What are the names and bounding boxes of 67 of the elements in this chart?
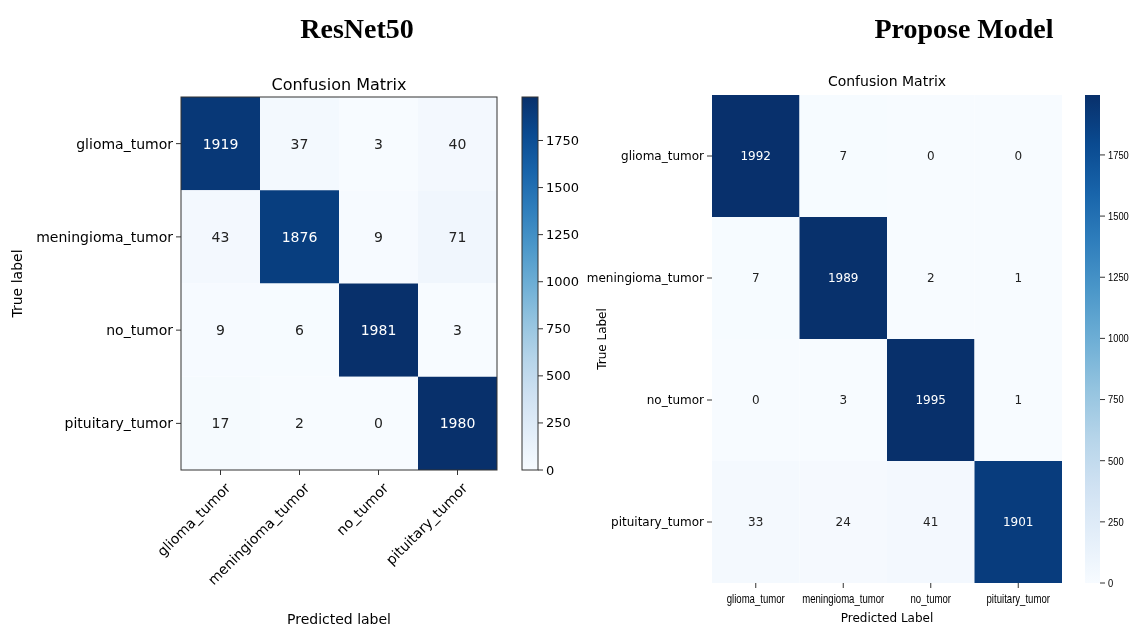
y-tick-label: meningioma_tumor [586,271,705,286]
color-bar-label: 750 [1108,393,1124,406]
data-label: 40 [448,135,467,152]
color-bar-label: 1250 [1108,271,1130,284]
data-label: 2 [295,415,304,432]
data-label: 6 [295,322,305,339]
data-label: 1919 [202,135,239,152]
data-label: 7 [839,149,848,164]
x-tick-label: pituitary_tumor [986,591,1051,606]
x-axis-title: Predicted label [286,611,392,627]
x-tick-label: no_tumor [910,591,952,606]
data-label: 0 [374,415,383,432]
data-label: 43 [211,228,230,245]
color-bar-label: 0 [1108,577,1114,590]
data-label: 1992 [740,149,772,164]
data-label: 37 [290,135,309,152]
y-axis-title: True label [9,249,25,319]
data-label: 9 [374,228,383,245]
data-label: 41 [923,515,939,530]
color-bar-label: 500 [546,368,571,384]
x-tick-label: glioma_tumor [726,591,786,606]
color-bar-label: 1500 [1108,210,1130,223]
color-bar-label: 1750 [1108,149,1130,161]
data-label: 2 [926,271,935,286]
data-label: 1901 [1002,515,1034,530]
data-label: 1981 [360,322,397,339]
chart-title: Propose Model [874,13,1054,44]
color-bar-label: 1500 [546,180,580,196]
data-label: 3 [453,322,462,339]
y-tick-label: glioma_tumor [76,135,174,152]
data-label: 71 [448,228,467,245]
color-bar-label: 500 [1108,454,1124,467]
chart-title: ResNet50 [300,13,414,44]
color-bar-label: 1000 [546,274,580,290]
data-label: 1 [1014,271,1023,286]
data-label: 0 [926,149,935,164]
data-label: 0 [751,393,760,408]
data-label: 1980 [439,415,476,432]
y-axis-title: True Label [595,308,609,371]
color-bar-label: 750 [546,321,571,337]
y-tick-label: no_tumor [106,322,174,339]
data-label: 24 [835,515,851,530]
data-label: 3 [374,135,383,152]
data-label: 1989 [827,271,859,286]
data-label: 7 [751,271,760,286]
data-label: 1 [1014,393,1023,408]
color-bar-label: 1750 [546,133,580,149]
x-axis-title: Predicted Label [840,611,934,625]
color-bar-label: 1250 [546,227,580,243]
data-label: 33 [748,515,764,530]
data-label: 0 [1014,149,1023,164]
y-tick-label: meningioma_tumor [36,228,174,245]
color-bar-label: 250 [546,415,571,431]
data-label: 9 [216,322,225,339]
data-label: 17 [211,415,230,432]
chart-subtitle: Confusion Matrix [827,73,947,89]
x-tick-label: meningioma_tumor [802,591,885,606]
data-label: 1876 [281,228,318,245]
y-tick-label: glioma_tumor [621,149,705,164]
data-label: 1995 [915,393,947,408]
data-label: 3 [839,393,848,408]
color-bar-label: 1000 [1108,332,1130,345]
color-bar-label: 0 [546,462,555,478]
chart-subtitle: Confusion Matrix [271,75,407,94]
y-tick-label: no_tumor [646,393,705,408]
color-bar-label: 250 [1108,516,1124,528]
y-tick-label: pituitary_tumor [64,415,174,432]
